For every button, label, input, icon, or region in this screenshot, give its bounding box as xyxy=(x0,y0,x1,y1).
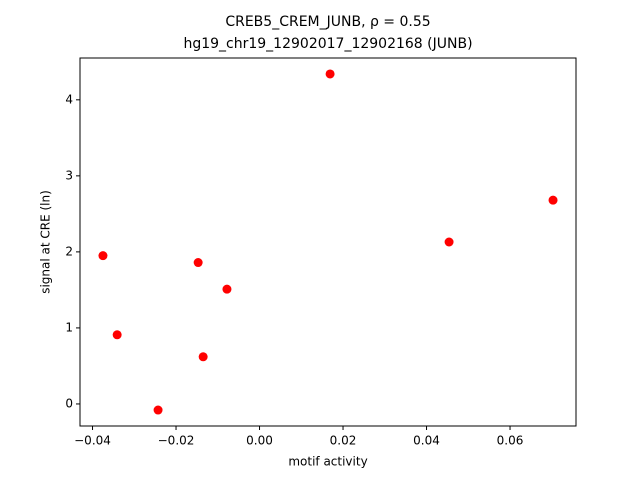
y-axis-label: signal at CRE (ln) xyxy=(39,190,53,294)
point xyxy=(98,251,108,261)
point xyxy=(153,405,163,415)
y-tick-label: 3 xyxy=(65,168,73,182)
point xyxy=(193,258,203,268)
y-tick-label: 4 xyxy=(65,92,73,106)
point xyxy=(444,237,454,247)
chart-title: CREB5_CREM_JUNB, ρ = 0.55 xyxy=(225,14,430,30)
x-tick-label: 0.02 xyxy=(330,434,357,448)
chart-subtitle: hg19_chr19_12902017_12902168 (JUNB) xyxy=(183,36,472,52)
x-tick-label: −0.04 xyxy=(74,434,111,448)
point xyxy=(222,284,232,294)
y-tick-label: 2 xyxy=(65,244,73,258)
plot-frame xyxy=(79,57,577,427)
point xyxy=(548,195,558,205)
x-tick-label: −0.02 xyxy=(158,434,195,448)
y-tick-label: 0 xyxy=(65,396,73,410)
point xyxy=(198,352,208,362)
x-tick-label: 0.06 xyxy=(497,434,524,448)
x-tick-label: 0.04 xyxy=(413,434,440,448)
x-tick-label: 0.00 xyxy=(246,434,273,448)
y-tick-label: 1 xyxy=(65,320,73,334)
x-axis-label: motif activity xyxy=(288,455,367,469)
point xyxy=(112,330,122,340)
point xyxy=(325,69,335,79)
